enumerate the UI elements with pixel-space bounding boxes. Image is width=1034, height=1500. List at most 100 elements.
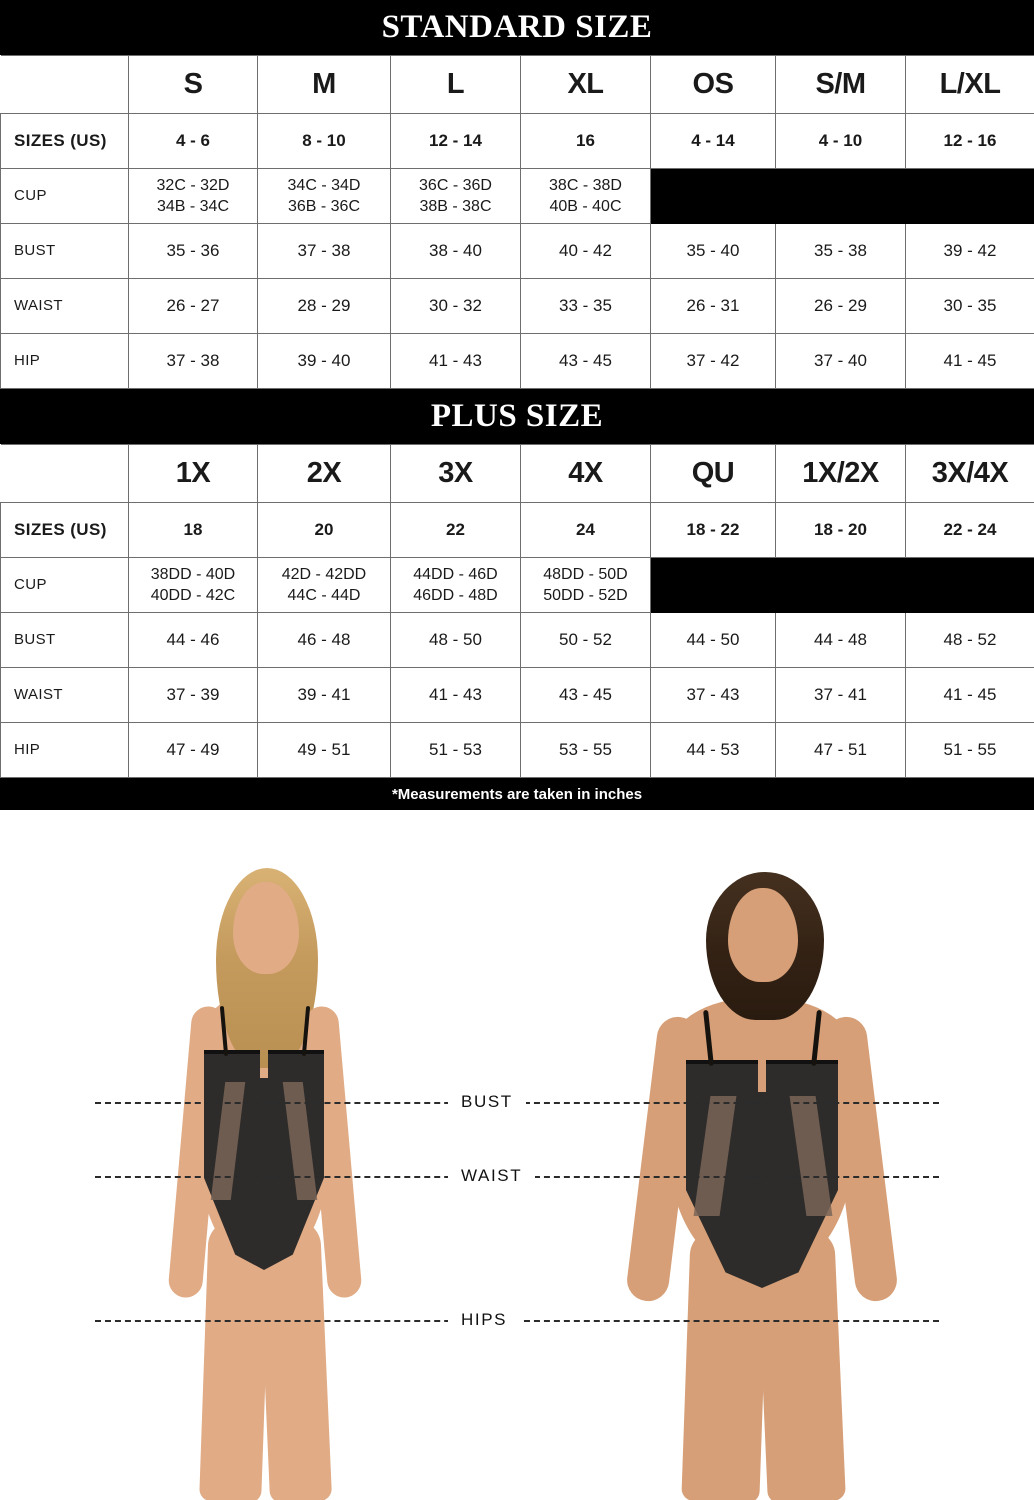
standard-hip-1: 39 - 40 [257, 333, 391, 389]
standard-waist-6: 30 - 35 [905, 278, 1034, 334]
plus-col-header-5: 1X/2X [775, 444, 906, 503]
standard-col-header-4: OS [650, 55, 776, 114]
plus-header-row: 1X 2X 3X 4X QU 1X/2X 3X/4X [0, 444, 1034, 503]
plus-bust-6: 48 - 52 [905, 612, 1034, 668]
table-row: CUP 38DD - 40D 40DD - 42C 42D - 42DD 44C -… [0, 557, 1034, 613]
plus-bust-1: 46 - 48 [257, 612, 391, 668]
standard-sizes-6: 12 - 16 [905, 113, 1034, 169]
standard-col-header-1: M [257, 55, 391, 114]
standard-sizes-4: 4 - 14 [650, 113, 776, 169]
plus-sizes-6: 22 - 24 [905, 502, 1034, 558]
standard-bust-3: 40 - 42 [520, 223, 651, 279]
plus-waist-0: 37 - 39 [128, 667, 258, 723]
standard-hip-0: 37 - 38 [128, 333, 258, 389]
standard-col-header-3: XL [520, 55, 651, 114]
plus-size-table: 1X 2X 3X 4X QU 1X/2X 3X/4X SIZES (US) 18… [0, 444, 1034, 778]
table-row: WAIST 37 - 39 39 - 41 41 - 43 43 - 45 37… [0, 667, 1034, 723]
row-label-hip: HIP [0, 333, 129, 389]
plus-sizes-0: 18 [128, 502, 258, 558]
standard-hip-4: 37 - 42 [650, 333, 776, 389]
table-row: HIP 37 - 38 39 - 40 41 - 43 43 - 45 37 -… [0, 333, 1034, 389]
standard-hip-5: 37 - 40 [775, 333, 906, 389]
table-row: WAIST 26 - 27 28 - 29 30 - 32 33 - 35 26… [0, 278, 1034, 334]
model-head [728, 888, 798, 982]
standard-sizes-0: 4 - 6 [128, 113, 258, 169]
standard-size-banner: STANDARD SIZE [0, 0, 1034, 55]
plus-sizes-4: 18 - 22 [650, 502, 776, 558]
waist-measure-label: WAIST [448, 1166, 536, 1186]
standard-col-header-0: S [128, 55, 258, 114]
standard-sizes-2: 12 - 14 [390, 113, 521, 169]
plus-size-banner: PLUS SIZE [0, 389, 1034, 444]
plus-hip-5: 47 - 51 [775, 722, 906, 778]
table-row: SIZES (US) 4 - 6 8 - 10 12 - 14 16 4 - 1… [0, 113, 1034, 169]
standard-bust-0: 35 - 36 [128, 223, 258, 279]
plus-cup-blackout-5 [775, 557, 906, 613]
plus-waist-1: 39 - 41 [257, 667, 391, 723]
standard-sizes-1: 8 - 10 [257, 113, 391, 169]
standard-waist-0: 26 - 27 [128, 278, 258, 334]
plus-hip-3: 53 - 55 [520, 722, 651, 778]
row-label-hip: HIP [0, 722, 129, 778]
plus-cup-blackout-4 [650, 557, 776, 613]
bodysuit-trim-left [686, 1060, 758, 1064]
plus-waist-5: 37 - 41 [775, 667, 906, 723]
standard-hip-2: 41 - 43 [390, 333, 521, 389]
plus-waist-4: 37 - 43 [650, 667, 776, 723]
table-row: BUST 35 - 36 37 - 38 38 - 40 40 - 42 35 … [0, 223, 1034, 279]
plus-col-header-4: QU [650, 444, 776, 503]
table-row: BUST 44 - 46 46 - 48 48 - 50 50 - 52 44 … [0, 612, 1034, 668]
plus-hip-6: 51 - 55 [905, 722, 1034, 778]
standard-sizes-3: 16 [520, 113, 651, 169]
model-head [233, 882, 299, 974]
table-row: SIZES (US) 18 20 22 24 18 - 22 18 - 20 2… [0, 502, 1034, 558]
plus-cup-blackout-6 [905, 557, 1034, 613]
standard-cup-3: 38C - 38D 40B - 40C [520, 168, 651, 224]
standard-model-figure [118, 810, 408, 1500]
standard-col-header-2: L [390, 55, 521, 114]
plus-waist-3: 43 - 45 [520, 667, 651, 723]
plus-waist-6: 41 - 45 [905, 667, 1034, 723]
plus-hip-0: 47 - 49 [128, 722, 258, 778]
bodysuit-trim-right [766, 1060, 838, 1064]
standard-size-table: S M L XL OS S/M L/XL SIZES (US) 4 - 6 8 … [0, 55, 1034, 389]
plus-col-header-3: 4X [520, 444, 651, 503]
plus-cup-3: 48DD - 50D 50DD - 52D [520, 557, 651, 613]
plus-bust-2: 48 - 50 [390, 612, 521, 668]
standard-waist-1: 28 - 29 [257, 278, 391, 334]
measurement-footnote: *Measurements are taken in inches [0, 778, 1034, 810]
row-label-sizes: SIZES (US) [0, 502, 129, 558]
plus-sizes-3: 24 [520, 502, 651, 558]
standard-cup-0: 32C - 32D 34B - 34C [128, 168, 258, 224]
standard-bust-4: 35 - 40 [650, 223, 776, 279]
plus-model-figure [590, 810, 930, 1500]
standard-cup-1: 34C - 34D 36B - 36C [257, 168, 391, 224]
row-label-bust: BUST [0, 612, 129, 668]
plus-hip-1: 49 - 51 [257, 722, 391, 778]
standard-sizes-5: 4 - 10 [775, 113, 906, 169]
standard-cup-blackout-4 [650, 168, 776, 224]
standard-cup-blackout-6 [905, 168, 1034, 224]
standard-hip-3: 43 - 45 [520, 333, 651, 389]
plus-col-header-1: 2X [257, 444, 391, 503]
bust-measure-label: BUST [448, 1092, 526, 1112]
standard-bust-6: 39 - 42 [905, 223, 1034, 279]
plus-bust-3: 50 - 52 [520, 612, 651, 668]
hips-measure-label: HIPS [448, 1310, 521, 1330]
row-label-sizes: SIZES (US) [0, 113, 129, 169]
standard-col-header-6: L/XL [905, 55, 1034, 114]
standard-cup-blackout-5 [775, 168, 906, 224]
row-label-bust: BUST [0, 223, 129, 279]
corner-cell [0, 444, 129, 503]
bodysuit-trim-left [204, 1050, 260, 1054]
plus-sizes-5: 18 - 20 [775, 502, 906, 558]
plus-col-header-0: 1X [128, 444, 258, 503]
bodysuit-trim-right [268, 1050, 324, 1054]
plus-col-header-6: 3X/4X [905, 444, 1034, 503]
standard-header-row: S M L XL OS S/M L/XL [0, 55, 1034, 114]
row-label-cup: CUP [0, 168, 129, 224]
standard-waist-4: 26 - 31 [650, 278, 776, 334]
plus-cup-2: 44DD - 46D 46DD - 48D [390, 557, 521, 613]
standard-cup-2: 36C - 36D 38B - 38C [390, 168, 521, 224]
